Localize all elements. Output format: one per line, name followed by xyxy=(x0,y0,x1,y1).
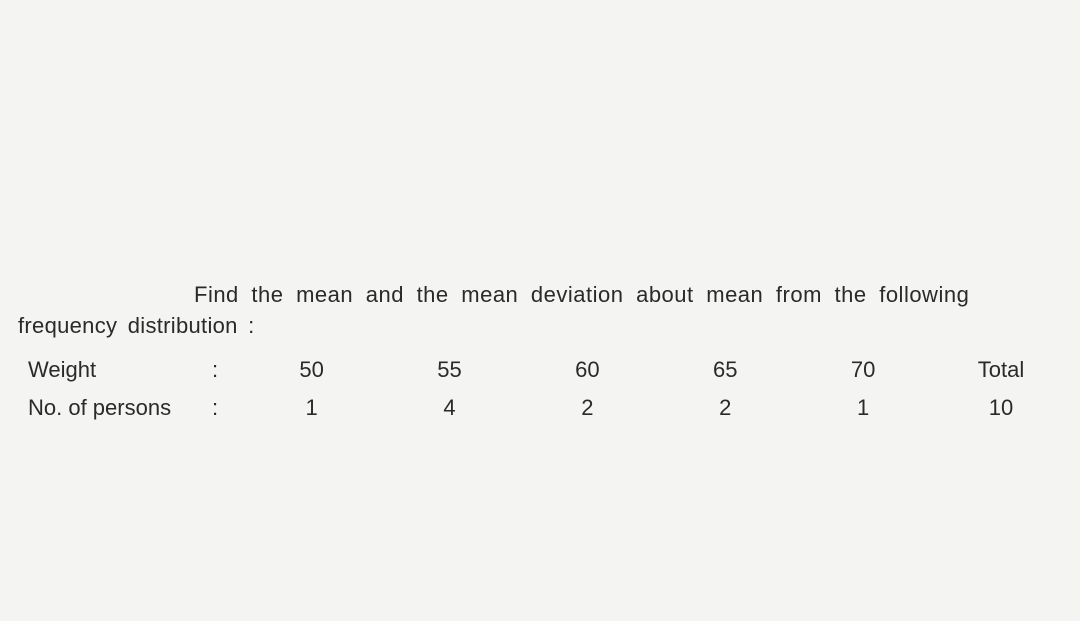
row-separator: : xyxy=(212,351,243,389)
question-block: Find the mean and the mean deviation abo… xyxy=(18,278,1070,427)
table-cell: 55 xyxy=(381,351,519,389)
prompt-text-line1: Find the mean and the mean deviation abo… xyxy=(18,278,1070,311)
table-row: No. of persons : 1 4 2 2 1 10 xyxy=(18,389,1070,427)
table-cell: 60 xyxy=(518,351,656,389)
table-cell: 2 xyxy=(656,389,794,427)
table-cell: Total xyxy=(932,351,1070,389)
table-cell: 4 xyxy=(381,389,519,427)
table-row: Weight : 50 55 60 65 70 Total xyxy=(18,351,1070,389)
table-cell: 10 xyxy=(932,389,1070,427)
row-label: No. of persons xyxy=(18,389,212,427)
prompt-text-line2: frequency distribution : xyxy=(18,313,1070,339)
table-cell: 2 xyxy=(518,389,656,427)
table-cell: 50 xyxy=(243,351,381,389)
table-cell: 65 xyxy=(656,351,794,389)
table-cell: 70 xyxy=(794,351,932,389)
row-separator: : xyxy=(212,389,243,427)
frequency-table: Weight : 50 55 60 65 70 Total No. of per… xyxy=(18,351,1070,427)
table-cell: 1 xyxy=(794,389,932,427)
table-cell: 1 xyxy=(243,389,381,427)
row-label: Weight xyxy=(18,351,212,389)
